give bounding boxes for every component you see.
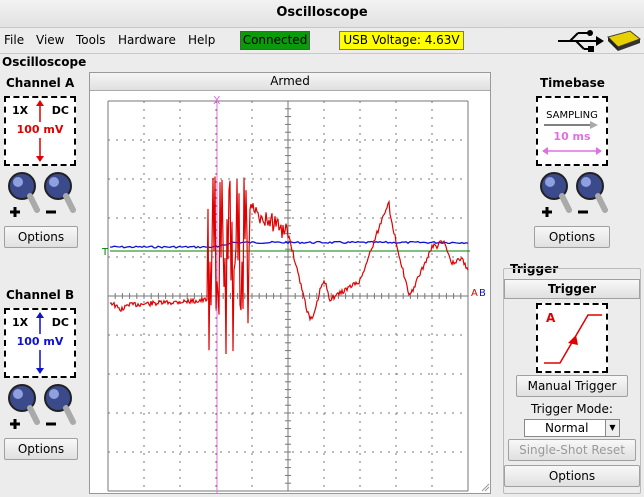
timebase-settings[interactable]: SAMPLING 10 ms <box>536 96 608 166</box>
channel-b-settings[interactable]: 1X DC 100 mV <box>4 308 76 378</box>
channel-a-offset-marker: A <box>471 288 478 299</box>
channel-a-trace <box>109 176 469 355</box>
dropdown-arrow-icon: ▼ <box>605 420 619 436</box>
window-title: Oscilloscope <box>0 0 644 28</box>
channel-b-offset-marker: B <box>479 288 486 299</box>
channel-a-settings[interactable]: 1X DC 100 mV <box>4 96 76 166</box>
scope-plot[interactable]: X T A B <box>90 91 490 493</box>
trigger-rising-edge-icon <box>544 314 602 364</box>
channel-a-title: Channel A <box>6 76 75 90</box>
resize-grip-icon <box>481 483 490 492</box>
channel-a-arrow-icon <box>36 100 44 162</box>
manual-trigger-button[interactable]: Manual Trigger <box>516 375 628 397</box>
channel-b-arrow-icon <box>36 312 44 374</box>
channel-b-gain: 1X <box>12 316 29 329</box>
timebase-value: 10 ms <box>553 130 591 143</box>
trigger-title: Trigger <box>510 262 559 276</box>
single-shot-reset-button[interactable]: Single-Shot Reset <box>508 439 636 461</box>
usb-device-icon <box>558 30 642 52</box>
timebase-title: Timebase <box>540 76 605 90</box>
trigger-options-button[interactable]: Options <box>504 465 640 487</box>
timebase-zoom-in-button[interactable] <box>536 170 572 220</box>
channel-b-zoom-in-button[interactable] <box>4 382 40 432</box>
timebase-span-icon <box>542 147 602 155</box>
channel-a-zoom-in-button[interactable] <box>4 170 40 220</box>
channel-b-title: Channel B <box>6 288 75 302</box>
channel-b-options-button[interactable]: Options <box>4 438 78 460</box>
timebase-zoom-out-button[interactable] <box>572 170 608 220</box>
menu-help[interactable]: Help <box>188 33 216 47</box>
scope-display[interactable]: Armed X T A B <box>89 72 491 494</box>
trigger-mode-select[interactable]: Normal ▼ <box>524 419 620 437</box>
menu-tools[interactable]: Tools <box>76 33 106 47</box>
menu-bar: File View Tools Hardware Help Connected … <box>0 28 644 54</box>
menu-view[interactable]: View <box>36 33 65 47</box>
trigger-channel: A <box>546 311 556 325</box>
channel-a-options-button[interactable]: Options <box>4 226 78 248</box>
trigger-level-marker: T <box>101 247 109 258</box>
timebase-mode: SAMPLING <box>546 110 598 121</box>
channel-a-volts-div: 100 mV <box>16 123 64 136</box>
trigger-header: Trigger <box>504 279 640 299</box>
trigger-mode-label: Trigger Mode: <box>531 402 613 416</box>
trigger-mode-value: Normal <box>545 421 589 435</box>
channel-a-zoom-out-button[interactable] <box>40 170 76 220</box>
usb-voltage-status: USB Voltage: 4.63V <box>339 31 464 50</box>
channel-b-coupling: DC <box>51 316 69 329</box>
channel-b-zoom-out-button[interactable] <box>40 382 76 432</box>
app-title: Oscilloscope <box>2 55 87 69</box>
channel-a-gain: 1X <box>12 104 29 117</box>
channel-b-volts-div: 100 mV <box>16 335 64 348</box>
timebase-arrow-icon <box>544 121 598 129</box>
channel-a-coupling: DC <box>51 104 69 117</box>
channel-b-trace <box>109 240 469 249</box>
scope-grid <box>107 100 469 492</box>
time-cursor-label: X <box>213 94 221 107</box>
menu-file[interactable]: File <box>4 33 25 47</box>
connection-status: Connected <box>240 31 310 50</box>
trigger-settings[interactable]: A <box>536 303 608 373</box>
trigger-panel: Trigger A Manual Trigger Trigger Mode: N… <box>503 268 641 494</box>
scope-status: Armed <box>90 73 490 91</box>
timebase-options-button[interactable]: Options <box>534 226 610 248</box>
menu-hardware[interactable]: Hardware <box>118 33 176 47</box>
